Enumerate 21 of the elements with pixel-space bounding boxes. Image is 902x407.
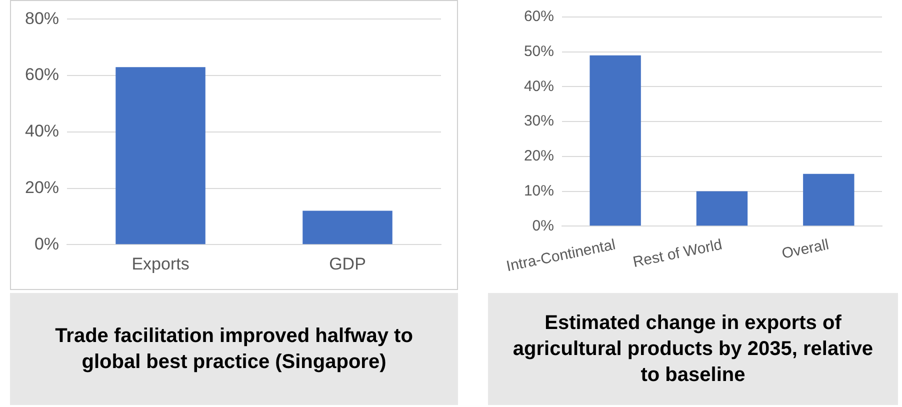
x-tick-label: Overall <box>780 236 830 262</box>
x-tick-label: Rest of World <box>631 236 724 272</box>
y-tick-label: 0% <box>532 217 554 234</box>
bar <box>590 55 641 226</box>
bar <box>803 174 854 226</box>
y-tick-label: 0% <box>34 234 60 254</box>
y-tick-label: 80% <box>24 8 60 28</box>
bar <box>696 191 748 226</box>
y-tick-label: 30% <box>524 112 554 130</box>
y-tick-label: 50% <box>524 42 554 60</box>
y-tick-label: 40% <box>524 78 554 95</box>
text: Estimated change in exports of agricultural products by 2035, relative to baseline <box>488 293 898 405</box>
x-tick-label: GDP <box>329 254 366 274</box>
y-tick-label: 40% <box>24 122 60 141</box>
y-tick-label: 60% <box>24 65 60 84</box>
y-tick-label: 20% <box>24 178 60 197</box>
x-tick-label: Exports <box>132 254 190 274</box>
text: Trade facilitation improved halfway to global best practice (Singapore) <box>10 293 458 405</box>
y-tick-label: 20% <box>524 148 554 165</box>
y-tick-label: 60% <box>524 8 554 26</box>
y-tick-label: 10% <box>524 182 554 200</box>
